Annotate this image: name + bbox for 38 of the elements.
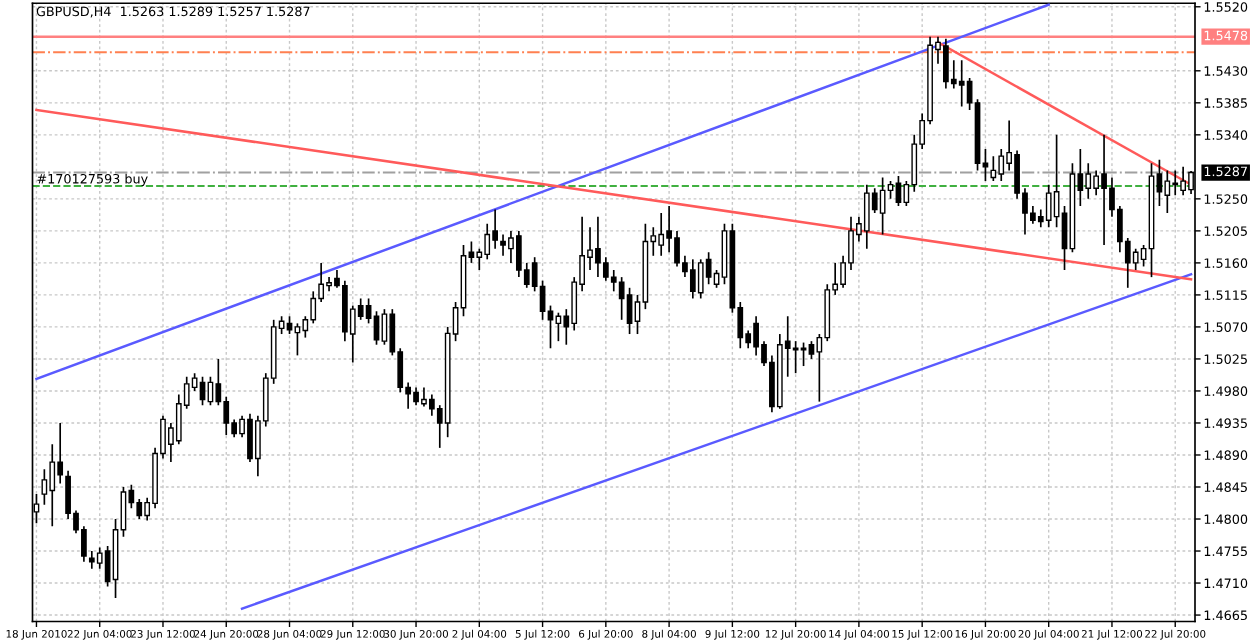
candlestick	[1045, 183, 1052, 229]
candlestick	[1180, 166, 1187, 197]
candlestick	[610, 269, 617, 293]
candlestick	[428, 393, 435, 417]
candlestick	[294, 322, 301, 357]
candlestick	[1132, 247, 1139, 271]
candlestick	[484, 222, 491, 261]
candlestick	[697, 258, 704, 300]
candlestick	[500, 233, 506, 257]
candlestick	[1164, 169, 1171, 214]
candlestick	[136, 498, 143, 520]
candlestick	[342, 279, 348, 342]
candlestick	[492, 208, 498, 250]
candlestick	[863, 183, 870, 250]
candlestick	[998, 148, 1005, 182]
candlestick	[49, 443, 56, 527]
candlestick	[990, 155, 997, 182]
candlestick	[1101, 134, 1107, 246]
candlestick	[958, 59, 965, 108]
candlestick	[421, 386, 427, 408]
candlestick	[41, 468, 48, 506]
candlestick	[508, 230, 514, 264]
candlestick	[753, 315, 759, 357]
candlestick	[602, 256, 609, 282]
candlestick	[247, 412, 253, 463]
candlestick	[595, 215, 601, 278]
candlestick	[57, 422, 64, 485]
candlestick	[618, 276, 625, 321]
candlestick	[689, 258, 696, 300]
candlestick	[943, 37, 949, 90]
candlestick	[1093, 169, 1100, 197]
candlestick	[381, 308, 388, 346]
candlestick	[515, 230, 522, 278]
candlestick	[1085, 162, 1092, 200]
candlestick	[310, 290, 317, 325]
candlestick	[674, 230, 680, 268]
candlestick	[658, 212, 665, 257]
candlestick	[705, 251, 712, 286]
